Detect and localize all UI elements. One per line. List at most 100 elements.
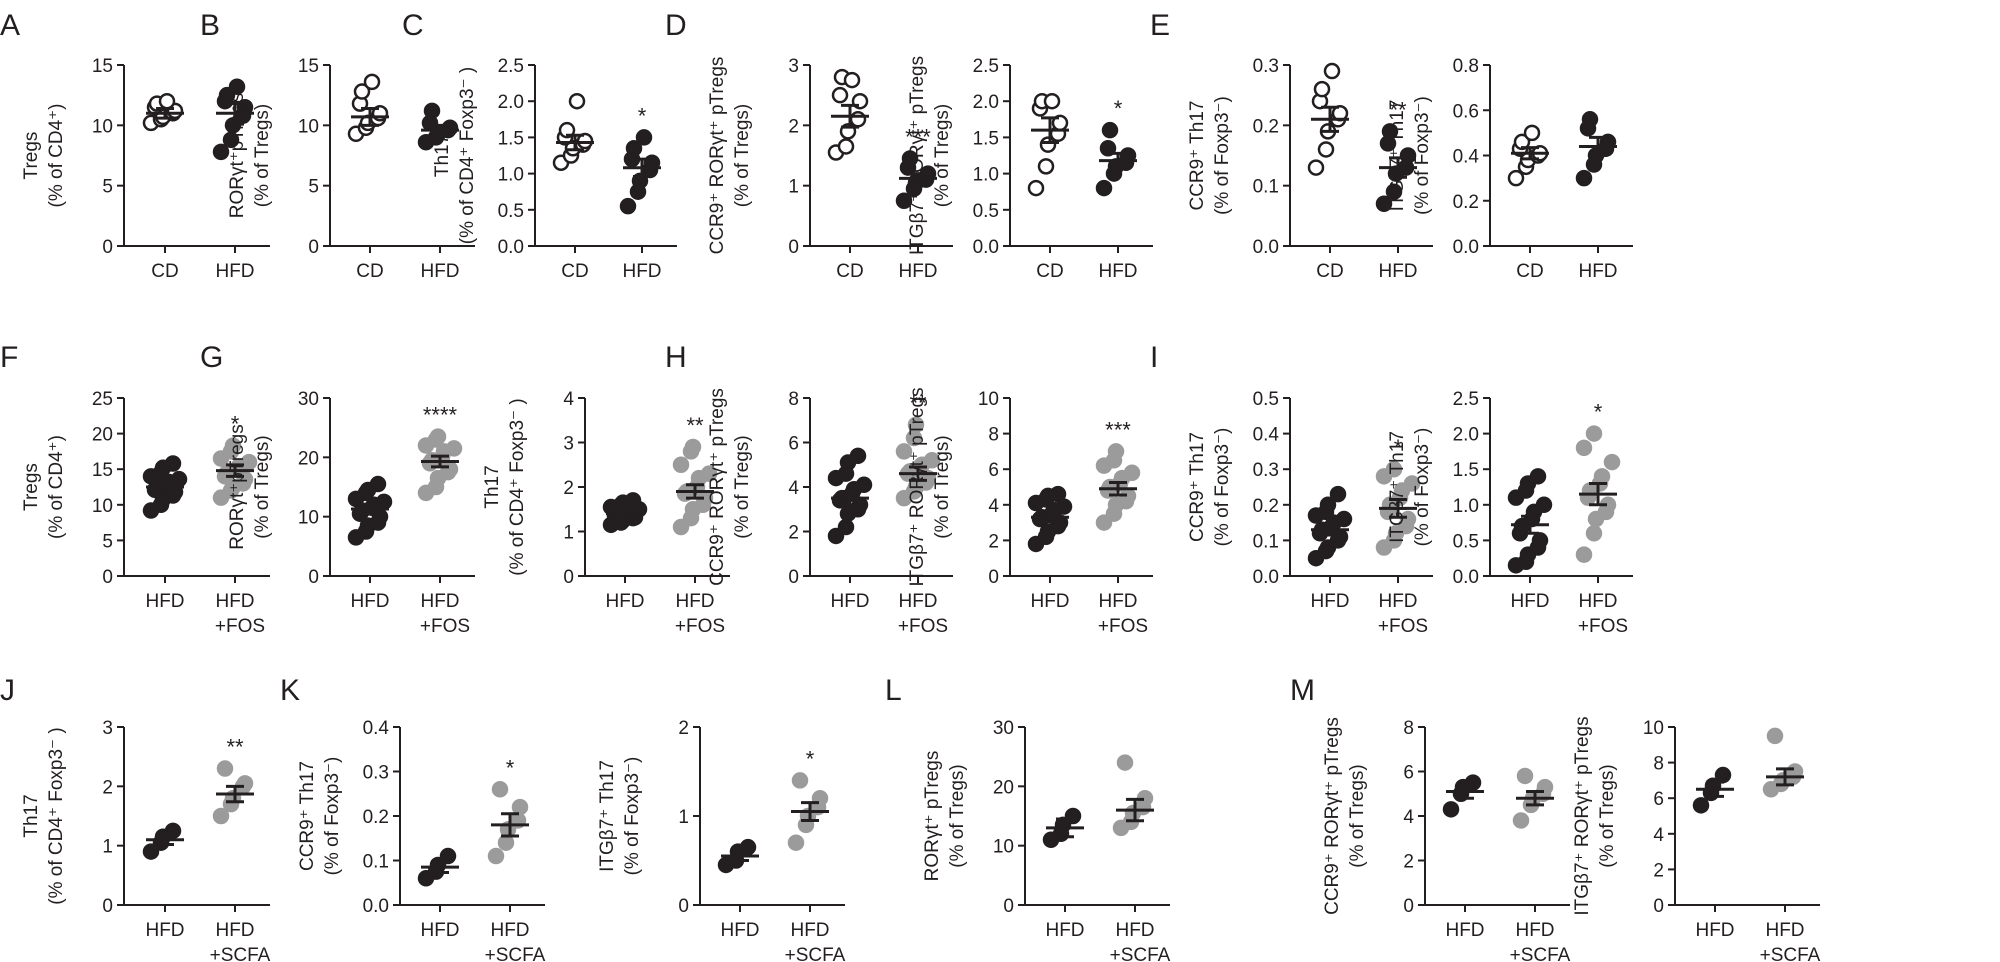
panel-letter: B bbox=[200, 9, 220, 42]
data-point bbox=[849, 111, 867, 128]
y-tick-label: 0.0 bbox=[498, 237, 524, 258]
data-point bbox=[1313, 80, 1331, 98]
y-tick-label: 5 bbox=[102, 531, 113, 552]
y-axis-label: (% of Foxp3⁻) bbox=[1212, 428, 1233, 547]
panel-m1: M 0 2 4 6 8 CCR9⁺ RORγt⁺ pTregs (% of Tregs) HFD… bbox=[1290, 674, 1571, 962]
category-label: +FOS bbox=[1098, 616, 1148, 637]
y-tick-label: 6 bbox=[1653, 789, 1664, 810]
y-axis-label: (% of CD4⁺) bbox=[46, 104, 67, 208]
y-tick-label: 0.1 bbox=[363, 852, 389, 873]
data-point bbox=[353, 83, 371, 100]
panel-c: C 0.0 0.5 1.0 1.5 2.0 2.5 Th17 (% of CD4⁺ Foxp3⁻… bbox=[402, 9, 677, 282]
data-point bbox=[1123, 464, 1141, 482]
y-tick-label: 0.2 bbox=[1253, 116, 1279, 137]
y-axis-label: ITGβ7⁺ Th17 bbox=[1387, 431, 1408, 543]
data-point bbox=[1375, 195, 1393, 213]
y-axis-label: CCR9⁺ Th17 bbox=[1187, 432, 1208, 542]
data-point bbox=[1507, 169, 1525, 187]
y-tick-label: 2 bbox=[1653, 860, 1664, 881]
y-axis-label: Th17 bbox=[432, 134, 453, 177]
y-tick-label: 2 bbox=[563, 478, 574, 499]
y-axis-label: (% of Tregs) bbox=[252, 435, 273, 538]
category-label: HFD bbox=[145, 920, 184, 941]
data-point bbox=[837, 138, 855, 155]
y-tick-label: 0.5 bbox=[498, 201, 524, 222]
category-label: HFD bbox=[605, 591, 644, 612]
y-tick-label: 4 bbox=[1653, 825, 1664, 846]
data-point bbox=[1335, 510, 1353, 528]
y-tick-label: 10 bbox=[993, 837, 1014, 858]
data-point bbox=[895, 443, 913, 460]
y-tick-label: 0.0 bbox=[973, 237, 999, 258]
panel-i2: 0.0 0.5 1.0 1.5 2.0 2.5 ITGβ7⁺ Th17 (% of Foxp3… bbox=[1387, 389, 1633, 637]
significance-marker: ** bbox=[686, 413, 704, 438]
data-point bbox=[827, 527, 845, 545]
category-label: HFD bbox=[1045, 920, 1084, 941]
y-tick-label: 0.0 bbox=[1453, 567, 1479, 588]
panel-h2: 0 2 4 6 8 10 ITGβ7⁺ RORγt⁺ pTregs (% of Tregs) H… bbox=[907, 387, 1153, 637]
panel-k1: K 0.0 0.1 0.2 0.3 0.4 CCR9⁺ Th17 (% of Foxp3⁻) H… bbox=[280, 674, 546, 962]
category-label: HFD bbox=[350, 591, 389, 612]
category-label: +FOS bbox=[1578, 616, 1628, 637]
y-tick-label: 0.8 bbox=[1453, 56, 1479, 77]
y-tick-label: 1.5 bbox=[498, 128, 524, 149]
data-point bbox=[831, 86, 849, 104]
category-label: HFD bbox=[1115, 920, 1154, 941]
data-point bbox=[240, 453, 258, 471]
y-tick-label: 0.4 bbox=[1453, 147, 1480, 168]
y-tick-label: 0 bbox=[308, 567, 319, 588]
data-point bbox=[1107, 443, 1125, 460]
y-tick-label: 2 bbox=[678, 718, 689, 739]
category-label: CD bbox=[151, 261, 178, 282]
y-tick-label: 2 bbox=[788, 523, 799, 544]
category-label: HFD bbox=[830, 591, 869, 612]
significance-marker: ** bbox=[909, 391, 927, 416]
data-point bbox=[375, 493, 393, 511]
y-tick-label: 2.0 bbox=[1453, 425, 1479, 446]
y-tick-label: 0 bbox=[102, 237, 113, 258]
category-label: HFD bbox=[1510, 591, 1549, 612]
category-label: CD bbox=[1516, 261, 1543, 282]
data-point bbox=[1116, 754, 1134, 771]
y-tick-label: 15 bbox=[92, 56, 113, 77]
data-point bbox=[228, 78, 246, 95]
category-label: +SCFA bbox=[210, 945, 271, 962]
y-tick-label: 8 bbox=[988, 425, 999, 446]
data-point bbox=[1516, 767, 1534, 785]
y-tick-label: 0.1 bbox=[1253, 177, 1279, 198]
y-tick-label: 0.2 bbox=[1453, 192, 1479, 213]
y-axis-label: (% of CD4⁺) bbox=[46, 435, 67, 539]
data-point bbox=[635, 129, 653, 146]
y-tick-label: 2.5 bbox=[1453, 389, 1479, 410]
data-point bbox=[1464, 774, 1482, 791]
y-tick-label: 2.0 bbox=[498, 92, 524, 113]
y-tick-label: 0 bbox=[308, 237, 319, 258]
y-tick-label: 0.0 bbox=[1253, 237, 1279, 258]
significance-marker: * bbox=[638, 103, 647, 128]
significance-marker: * bbox=[506, 755, 515, 780]
data-point bbox=[142, 843, 160, 860]
y-tick-label: 0 bbox=[1003, 896, 1014, 917]
panel-e2: 0.0 0.2 0.4 0.6 0.8 ITGβ7⁺ Th17 (% of Foxp3⁻) C… bbox=[1387, 56, 1633, 282]
y-tick-label: 2 bbox=[102, 777, 113, 798]
data-point bbox=[491, 781, 509, 798]
y-tick-label: 4 bbox=[563, 389, 574, 410]
category-label: HFD bbox=[898, 261, 937, 282]
data-point bbox=[1529, 468, 1547, 485]
data-point bbox=[1099, 140, 1117, 157]
y-tick-label: 1 bbox=[788, 177, 799, 198]
data-point bbox=[1585, 525, 1603, 542]
panel-letter: J bbox=[0, 674, 15, 707]
y-tick-label: 0.5 bbox=[973, 201, 999, 222]
data-point bbox=[236, 775, 254, 792]
panel-l: L 0 10 20 30 RORγt⁺ pTregs (% of Tregs) HFD HFD +… bbox=[885, 674, 1171, 962]
y-tick-label: 10 bbox=[92, 116, 113, 137]
data-point bbox=[895, 192, 913, 209]
data-point bbox=[1531, 532, 1549, 549]
y-tick-label: 10 bbox=[978, 389, 999, 410]
category-label: HFD bbox=[1695, 920, 1734, 941]
y-axis-label: Tregs bbox=[21, 463, 42, 511]
data-point bbox=[1512, 812, 1530, 829]
significance-marker: * bbox=[1594, 400, 1603, 425]
